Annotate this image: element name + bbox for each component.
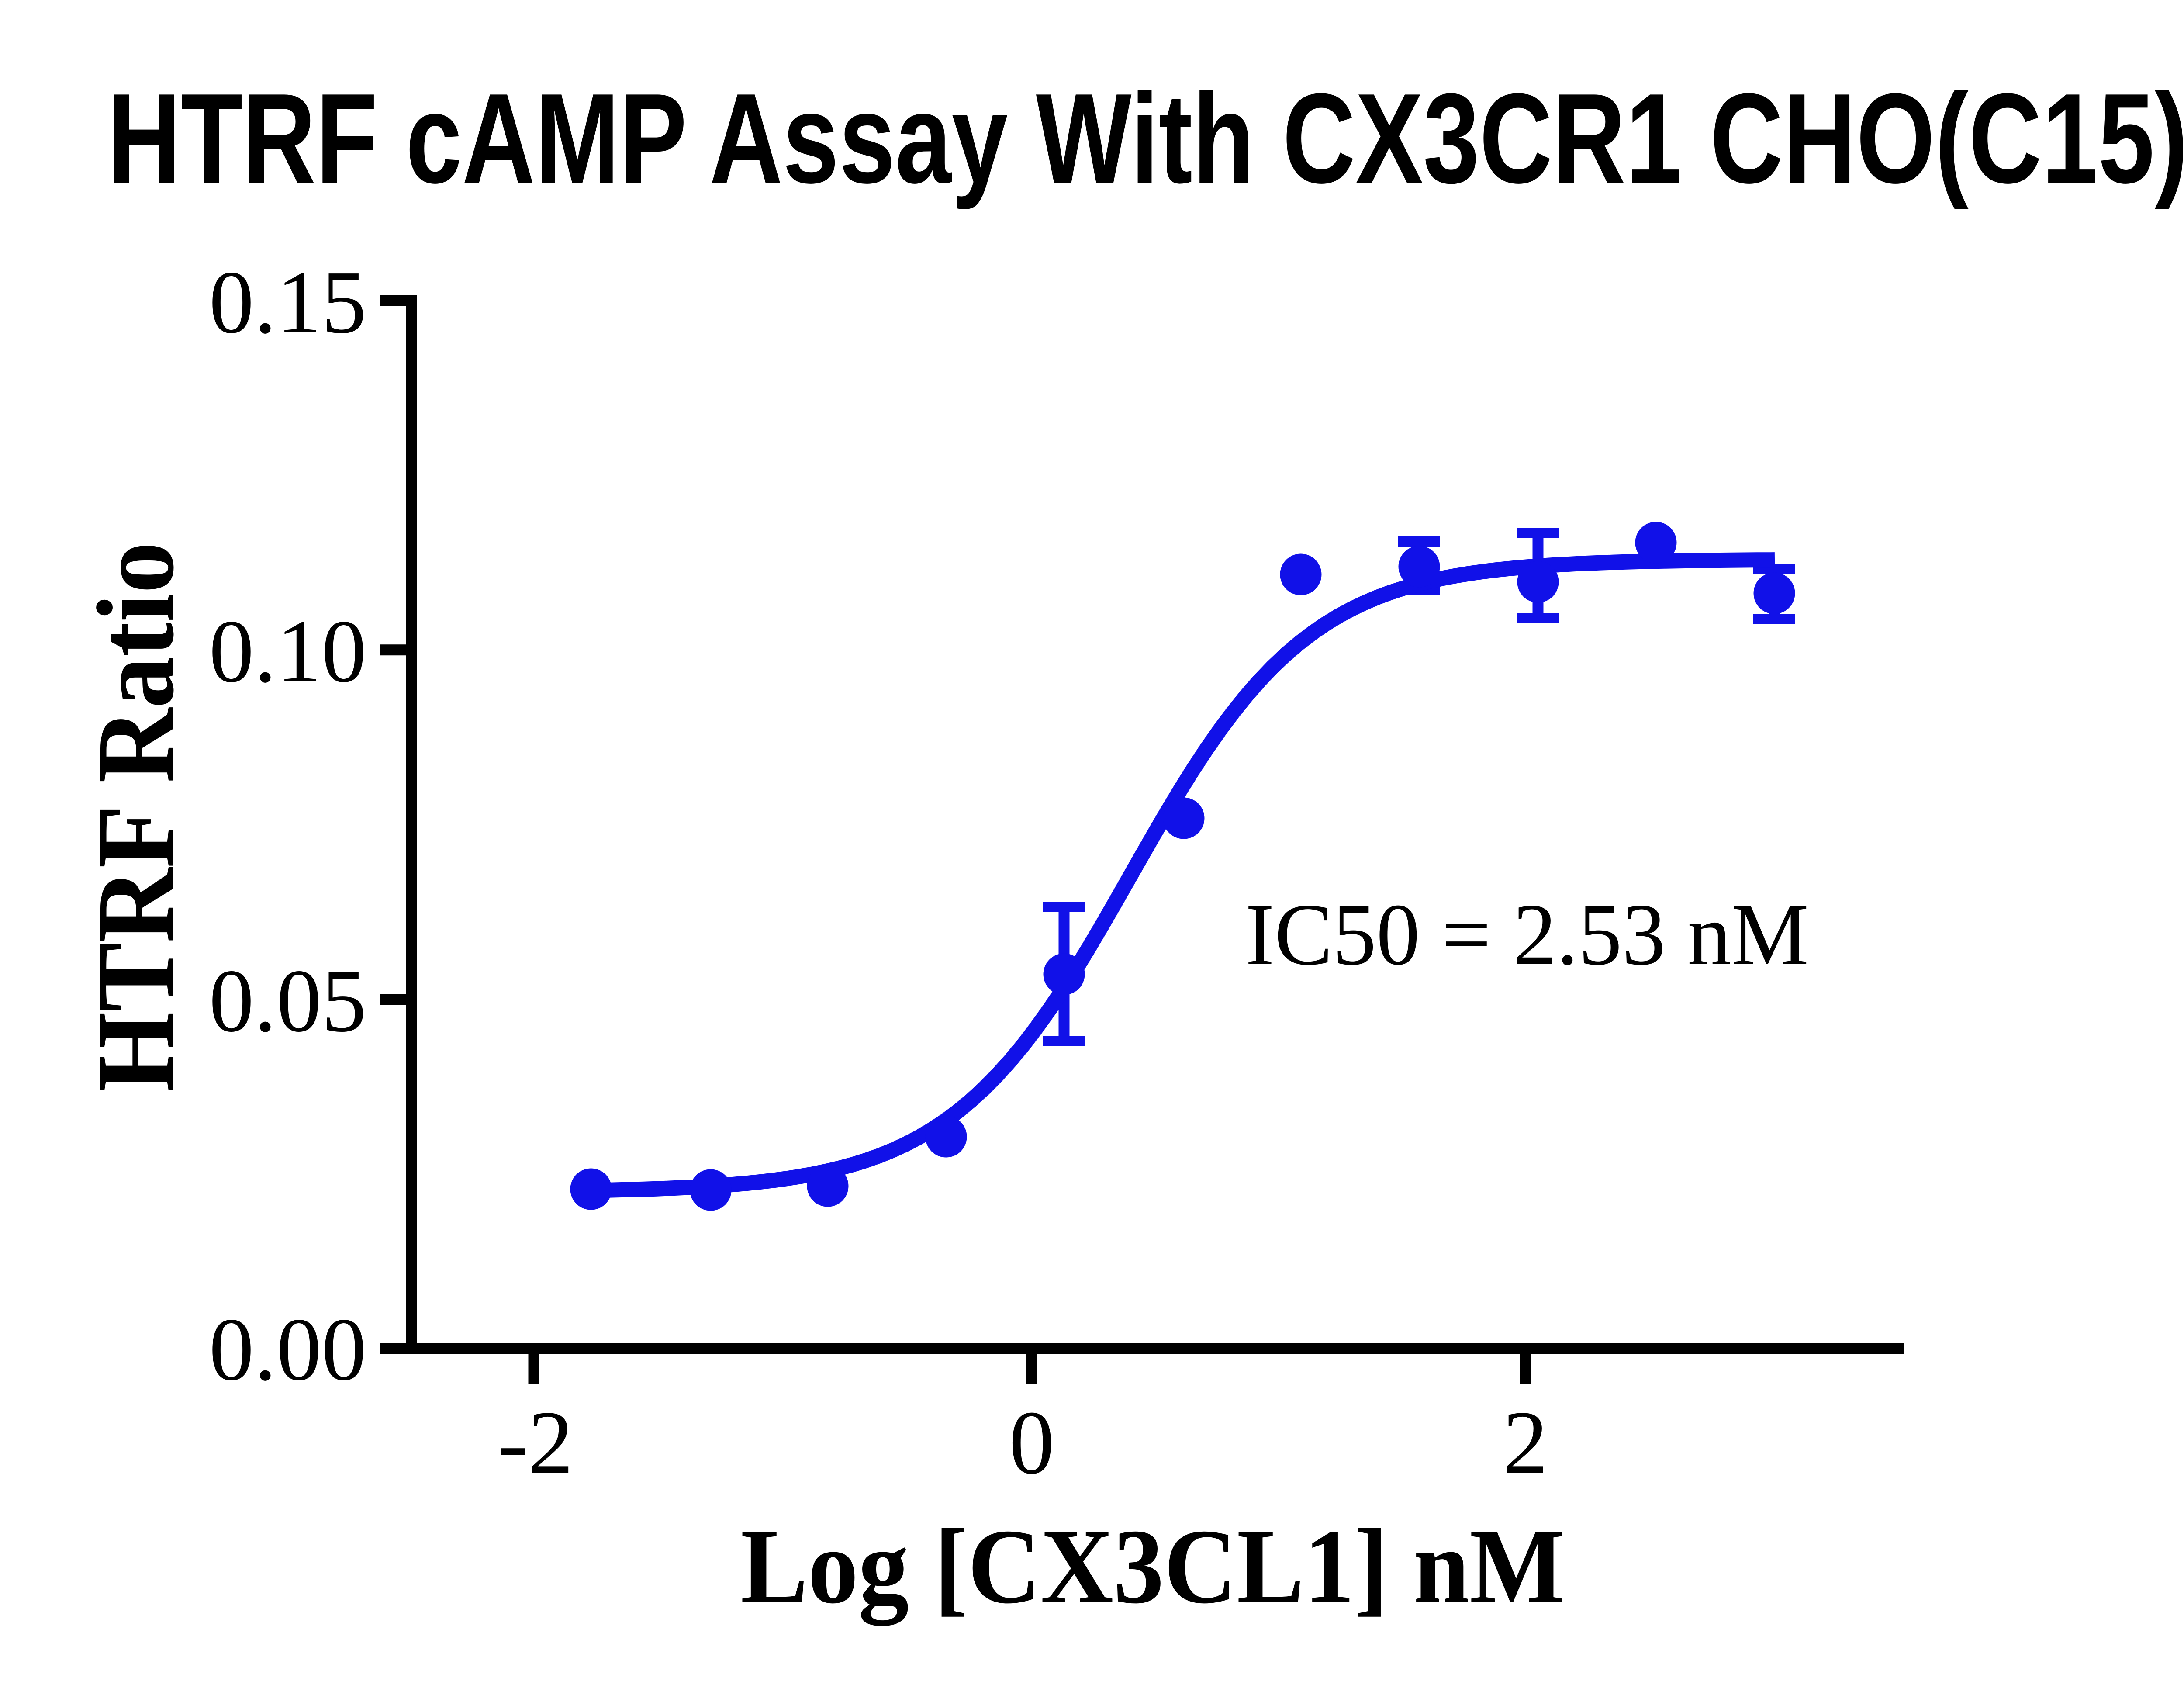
svg-text:2: 2 bbox=[1503, 1392, 1548, 1493]
svg-text:0: 0 bbox=[1009, 1392, 1054, 1493]
svg-text:0.15: 0.15 bbox=[209, 252, 367, 352]
svg-text:0.10: 0.10 bbox=[209, 601, 367, 701]
svg-text:0.00: 0.00 bbox=[209, 1299, 367, 1399]
svg-text:0.05: 0.05 bbox=[209, 951, 367, 1051]
svg-text:IC50 = 2.53 nM: IC50 = 2.53 nM bbox=[1245, 886, 1809, 983]
svg-text:HTRF Ratio: HTRF Ratio bbox=[74, 542, 197, 1092]
svg-text:-2: -2 bbox=[498, 1392, 573, 1493]
svg-text:Log [CX3CL1] nM: Log [CX3CL1] nM bbox=[741, 1507, 1565, 1626]
svg-text:HTRF cAMP Assay With CX3CR1 CH: HTRF cAMP Assay With CX3CR1 CHO(C15) bbox=[108, 67, 2184, 211]
